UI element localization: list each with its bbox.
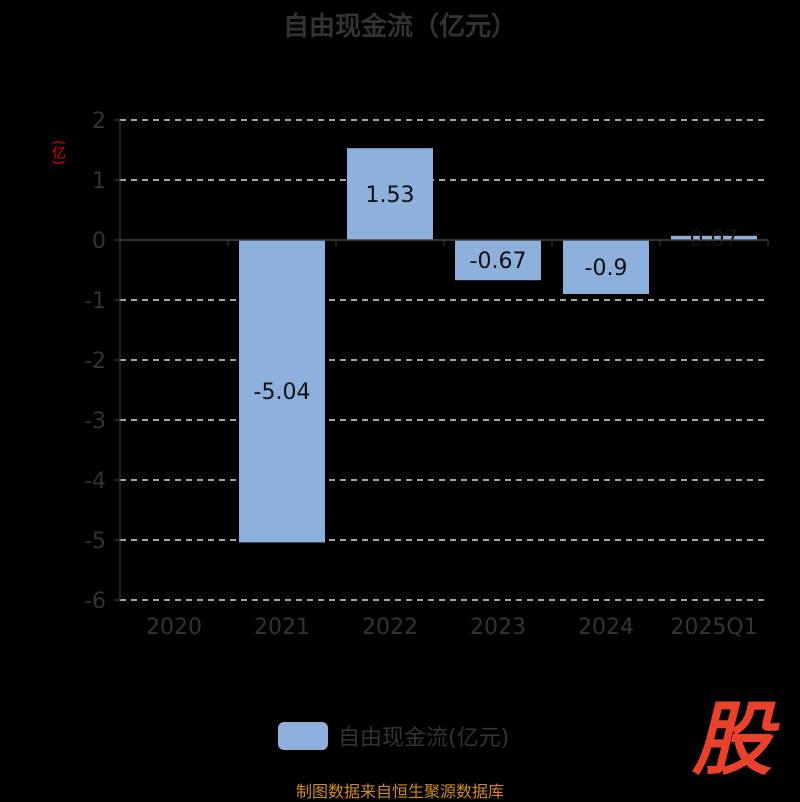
y-tick-label: 0 — [92, 229, 106, 254]
y-tick-label: -4 — [84, 469, 106, 494]
bar — [239, 240, 325, 543]
legend-label: 自由现金流(亿元) — [338, 726, 510, 751]
y-tick-label: 2 — [92, 109, 106, 134]
y-tick-label: -1 — [84, 289, 106, 314]
y-tick-label: -6 — [84, 589, 106, 614]
legend[interactable]: 自由现金流(亿元) — [278, 720, 509, 752]
y-tick-label: -2 — [84, 349, 106, 374]
y-tick-label: -3 — [84, 409, 106, 434]
bar — [455, 240, 541, 281]
x-tick-label: 2020 — [146, 615, 202, 640]
data-label: -0.9 — [585, 256, 628, 281]
bar — [671, 235, 757, 240]
y-tick-label: 1 — [92, 169, 106, 194]
bar — [563, 240, 649, 294]
x-tick-label: 2022 — [362, 615, 418, 640]
x-tick-label: 2025Q1 — [670, 615, 757, 640]
data-label: -0.67 — [470, 249, 527, 274]
bar — [347, 148, 433, 240]
y-tick-label: -5 — [84, 529, 106, 554]
x-tick-label: 2021 — [254, 615, 310, 640]
source-note: 制图数据来自恒生聚源数据库 — [295, 782, 504, 801]
y-axis-unit: (亿) — [50, 140, 66, 165]
logo: 股 — [692, 693, 772, 786]
x-tick-label: 2024 — [578, 615, 634, 640]
chart-title: 自由现金流（亿元） — [282, 12, 517, 42]
data-label: -5.04 — [254, 380, 311, 405]
x-tick-label: 2023 — [470, 615, 526, 640]
legend-swatch — [278, 722, 328, 750]
data-label: 1.53 — [366, 183, 415, 208]
